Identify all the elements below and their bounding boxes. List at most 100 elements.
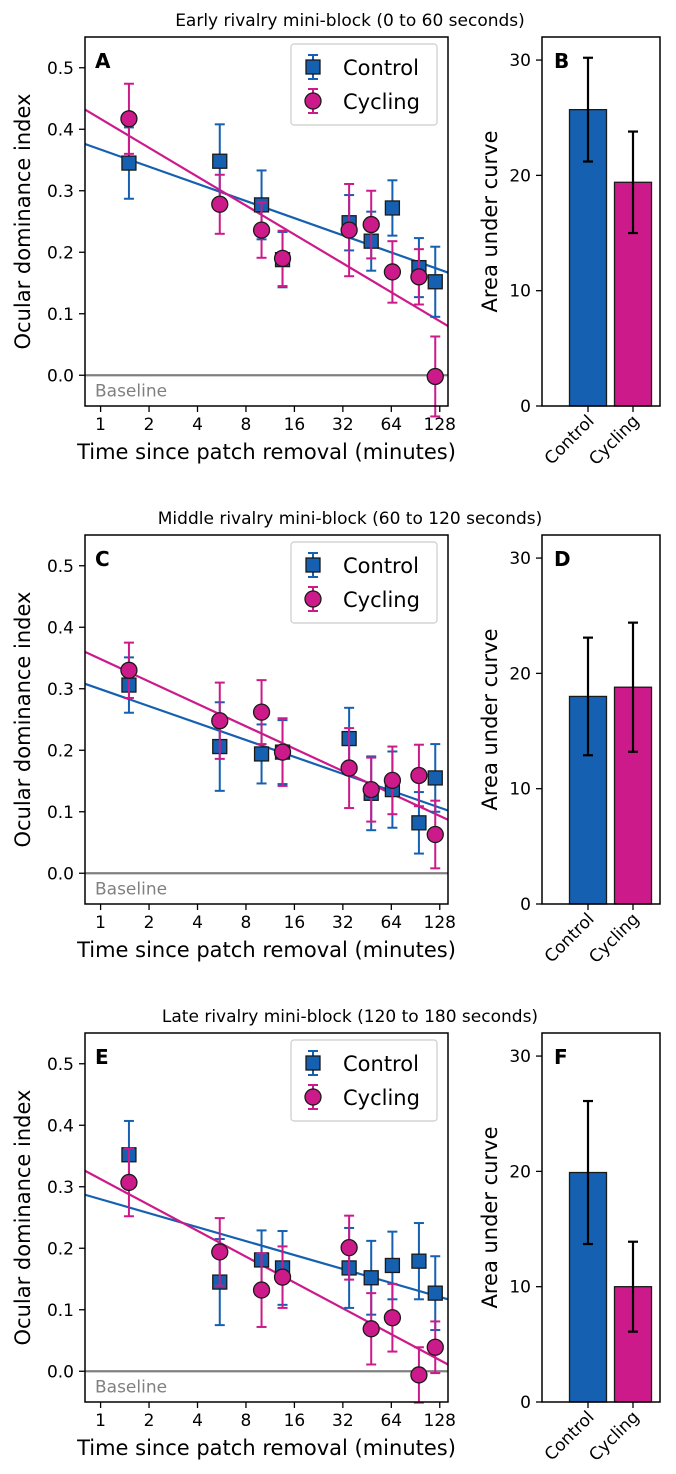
y-tick-label: 0.0 <box>47 1362 74 1382</box>
data-point-cycling <box>362 780 380 799</box>
x-axis-label: Time since patch removal (minutes) <box>76 1436 456 1460</box>
x-tick-label: 4 <box>192 913 203 933</box>
data-point-cycling <box>273 1268 292 1286</box>
data-point-cycling <box>426 367 444 386</box>
x-tick-label: 1 <box>95 913 106 933</box>
data-point-control <box>363 1270 379 1286</box>
y-tick-label: 0.5 <box>47 557 74 577</box>
y-tick-label: 0 <box>520 895 531 915</box>
y-axis-label: Area under curve <box>478 130 502 312</box>
data-point-cycling <box>410 766 428 785</box>
plot-frame <box>541 36 661 407</box>
x-tick-label: 8 <box>241 913 252 933</box>
y-axis-label: Ocular dominance index <box>11 94 35 350</box>
baseline-label: Baseline <box>95 879 167 899</box>
data-point-control <box>384 200 401 216</box>
data-point-cycling <box>383 263 402 281</box>
y-tick-label: 0 <box>520 1393 531 1413</box>
legend-marker-cycling <box>304 590 322 608</box>
fit-line-control <box>84 1193 449 1301</box>
x-tick-label: 64 <box>380 913 402 933</box>
y-tick-label: 20 <box>509 664 531 684</box>
data-point-control <box>212 153 228 169</box>
data-point-cycling <box>426 1338 444 1356</box>
plot-frame <box>84 1032 449 1403</box>
y-tick-label: 30 <box>509 51 531 71</box>
data-point-cycling <box>252 703 271 721</box>
x-tick-label: 8 <box>241 1411 252 1431</box>
data-point-cycling <box>273 743 292 761</box>
y-axis-label: Ocular dominance index <box>11 592 35 848</box>
legend-marker-control <box>305 1055 321 1071</box>
data-point-cycling <box>383 1309 402 1327</box>
x-tick-label: 1 <box>95 1411 106 1431</box>
y-tick-label: 0.0 <box>47 366 74 386</box>
fit-line-cycling <box>84 1169 449 1366</box>
y-tick-label: 20 <box>509 166 531 186</box>
bar-category-label: Cycling <box>585 1407 643 1465</box>
data-point-cycling <box>120 661 138 679</box>
x-tick-label: 1 <box>95 415 106 435</box>
y-tick-label: 0.1 <box>47 803 74 823</box>
y-tick-label: 20 <box>509 1162 531 1182</box>
plot-frame <box>541 1032 661 1403</box>
legend-label-control: Control <box>343 554 419 578</box>
y-axis-label: Area under curve <box>478 1126 502 1308</box>
panel-letter: B <box>554 49 569 73</box>
data-point-cycling <box>410 1366 428 1384</box>
data-point-cycling <box>340 1238 358 1257</box>
data-point-cycling <box>383 771 402 790</box>
y-tick-label: 10 <box>509 282 531 302</box>
data-point-control <box>384 1257 401 1274</box>
x-tick-label: 32 <box>332 913 354 933</box>
data-point-cycling <box>340 759 358 777</box>
legend: Control Cycling <box>290 1039 438 1122</box>
data-point-control <box>427 274 443 290</box>
data-point-control <box>121 155 137 171</box>
y-tick-label: 10 <box>509 780 531 800</box>
data-point-cycling <box>252 221 271 239</box>
y-tick-label: 0.2 <box>47 243 74 263</box>
data-point-control <box>253 746 270 762</box>
data-point-cycling <box>211 1243 229 1261</box>
panel-c: Middle rivalry mini-block (60 to 120 sec… <box>11 509 542 962</box>
data-point-cycling <box>273 249 292 268</box>
x-tick-label: 128 <box>424 1411 456 1431</box>
x-tick-label: 32 <box>332 1411 354 1431</box>
y-tick-label: 0.4 <box>47 120 74 140</box>
data-point-cycling <box>410 268 428 286</box>
x-tick-label: 128 <box>424 415 456 435</box>
data-point-cycling <box>211 195 229 213</box>
y-tick-label: 0.2 <box>47 741 74 761</box>
y-tick-label: 0.3 <box>47 680 74 700</box>
x-tick-label: 32 <box>332 415 354 435</box>
panel-letter: F <box>554 1045 568 1069</box>
x-tick-label: 16 <box>284 1411 306 1431</box>
y-axis-label: Ocular dominance index <box>11 1090 35 1346</box>
legend-label-cycling: Cycling <box>343 588 420 612</box>
x-tick-label: 2 <box>144 1411 155 1431</box>
legend-box <box>290 1039 438 1122</box>
panel-letter: D <box>554 547 571 571</box>
data-point-cycling <box>252 1281 271 1299</box>
bar-category-label: Cycling <box>585 411 643 469</box>
panel-letter: A <box>95 49 111 73</box>
x-axis-label: Time since patch removal (minutes) <box>76 938 456 962</box>
legend-marker-control <box>305 557 321 573</box>
data-point-cycling <box>362 215 380 234</box>
panel-title: Late rivalry mini-block (120 to 180 seco… <box>162 1007 538 1027</box>
data-point-cycling <box>120 110 138 128</box>
y-tick-label: 0.3 <box>47 182 74 202</box>
y-tick-label: 0.1 <box>47 305 74 325</box>
plot-frame <box>84 534 449 905</box>
x-tick-label: 8 <box>241 415 252 435</box>
x-tick-label: 4 <box>192 415 203 435</box>
data-point-cycling <box>120 1173 138 1192</box>
x-tick-label: 64 <box>380 415 402 435</box>
bar-category-label: Cycling <box>585 909 643 967</box>
x-tick-label: 2 <box>144 415 155 435</box>
y-tick-label: 0.0 <box>47 864 74 884</box>
